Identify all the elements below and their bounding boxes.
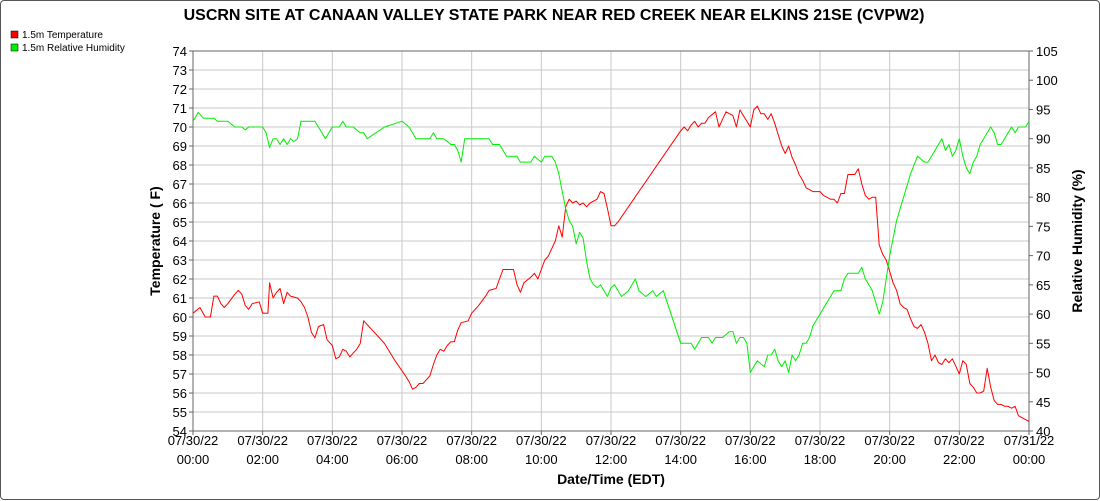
left-tick-label: 69 (173, 139, 187, 154)
x-tick-label-time: 02:00 (246, 452, 279, 467)
left-tick-label: 67 (173, 177, 187, 192)
x-tick-label-time: 14:00 (664, 452, 697, 467)
x-tick-label-date: 07/30/22 (168, 433, 219, 448)
x-tick-label-date: 07/30/22 (795, 433, 846, 448)
legend-label-temperature: 1.5m Temperature (22, 30, 103, 41)
left-tick-label: 61 (173, 291, 187, 306)
legend: 1.5m Temperature 1.5m Relative Humidity (10, 30, 125, 54)
x-tick-label-time: 04:00 (316, 452, 349, 467)
x-tick-label-date: 07/30/22 (725, 433, 776, 448)
x-tick-label-date: 07/30/22 (516, 433, 567, 448)
x-tick-label-date: 07/30/22 (655, 433, 706, 448)
x-tick-label-date: 07/30/22 (307, 433, 358, 448)
x-tick-label-time: 06:00 (386, 452, 419, 467)
legend-label-humidity: 1.5m Relative Humidity (22, 43, 125, 54)
right-tick-label: 105 (1036, 44, 1058, 59)
left-tick-label: 62 (173, 272, 187, 287)
right-tick-label: 75 (1036, 219, 1050, 234)
x-tick-label-date: 07/30/22 (237, 433, 288, 448)
right-axis-title: Relative Humidity (%) (1069, 169, 1085, 312)
series-line-temperature (192, 105, 1030, 422)
x-tick-label-time: 16:00 (734, 452, 767, 467)
right-tick-label: 70 (1036, 249, 1050, 264)
right-tick-label: 50 (1036, 366, 1050, 381)
right-tick-label: 90 (1036, 132, 1050, 147)
left-tick-label: 73 (173, 63, 187, 78)
left-tick-label: 71 (173, 101, 187, 116)
left-tick-label: 65 (173, 215, 187, 230)
x-tick-label-time: 00:00 (177, 452, 210, 467)
left-tick-label: 60 (173, 310, 187, 325)
x-tick-label-date: 07/30/22 (586, 433, 637, 448)
x-tick-label-time: 08:00 (455, 452, 488, 467)
right-tick-label: 45 (1036, 395, 1050, 410)
left-axis-title: Temperature ( F) (147, 186, 163, 295)
right-tick-label: 85 (1036, 161, 1050, 176)
x-tick-label-date: 07/30/22 (864, 433, 915, 448)
x-axis-title: Date/Time (EDT) (557, 471, 665, 487)
x-tick-label-time: 10:00 (525, 452, 558, 467)
x-tick-label-date: 07/30/22 (377, 433, 428, 448)
x-tick-label-time: 22:00 (943, 452, 976, 467)
right-tick-label: 100 (1036, 73, 1058, 88)
left-tick-label: 66 (173, 196, 187, 211)
x-tick-label-time: 20:00 (873, 452, 906, 467)
left-tick-label: 70 (173, 120, 187, 135)
x-tick-label-date: 07/31/22 (1004, 433, 1055, 448)
left-tick-label: 74 (173, 44, 187, 59)
x-tick-label-time: 00:00 (1013, 452, 1046, 467)
grid-lines (192, 50, 1030, 432)
right-tick-label: 40 (1036, 424, 1050, 439)
right-tick-label: 95 (1036, 102, 1050, 117)
right-tick-label: 60 (1036, 307, 1050, 322)
left-tick-label: 68 (173, 158, 187, 173)
left-tick-label: 55 (173, 405, 187, 420)
left-tick-label: 63 (173, 253, 187, 268)
x-tick-label-date: 07/30/22 (934, 433, 985, 448)
right-tick-label: 55 (1036, 336, 1050, 351)
x-tick-label-date: 07/30/22 (446, 433, 497, 448)
left-tick-label: 59 (173, 329, 187, 344)
legend-swatch-humidity (10, 43, 19, 52)
x-tick-label-time: 18:00 (804, 452, 837, 467)
legend-swatch-temperature (10, 30, 19, 39)
x-axis-ticks: 07/30/22 00:00 07/30/22 02:00 07/30/22 04:00 0… (168, 431, 1055, 467)
left-tick-label: 56 (173, 386, 187, 401)
right-axis-ticks: 40 45 50 55 60 65 70 75 80 85 90 95 100 105 (1029, 44, 1058, 439)
series-line-humidity (192, 111, 1030, 373)
left-tick-label: 72 (173, 82, 187, 97)
right-tick-label: 80 (1036, 190, 1050, 205)
left-tick-label: 54 (173, 424, 187, 439)
left-tick-label: 57 (173, 367, 187, 382)
series-layer (192, 105, 1030, 422)
right-tick-label: 65 (1036, 278, 1050, 293)
x-tick-label-time: 12:00 (595, 452, 628, 467)
left-axis-ticks: 54 55 56 57 58 59 60 61 62 63 64 65 66 67 68 69 70 71 72 73… (173, 44, 193, 439)
chart-title: USCRN SITE AT CANAAN VALLEY STATE PARK N… (184, 7, 925, 24)
left-tick-label: 58 (173, 348, 187, 363)
left-tick-label: 64 (173, 234, 187, 249)
